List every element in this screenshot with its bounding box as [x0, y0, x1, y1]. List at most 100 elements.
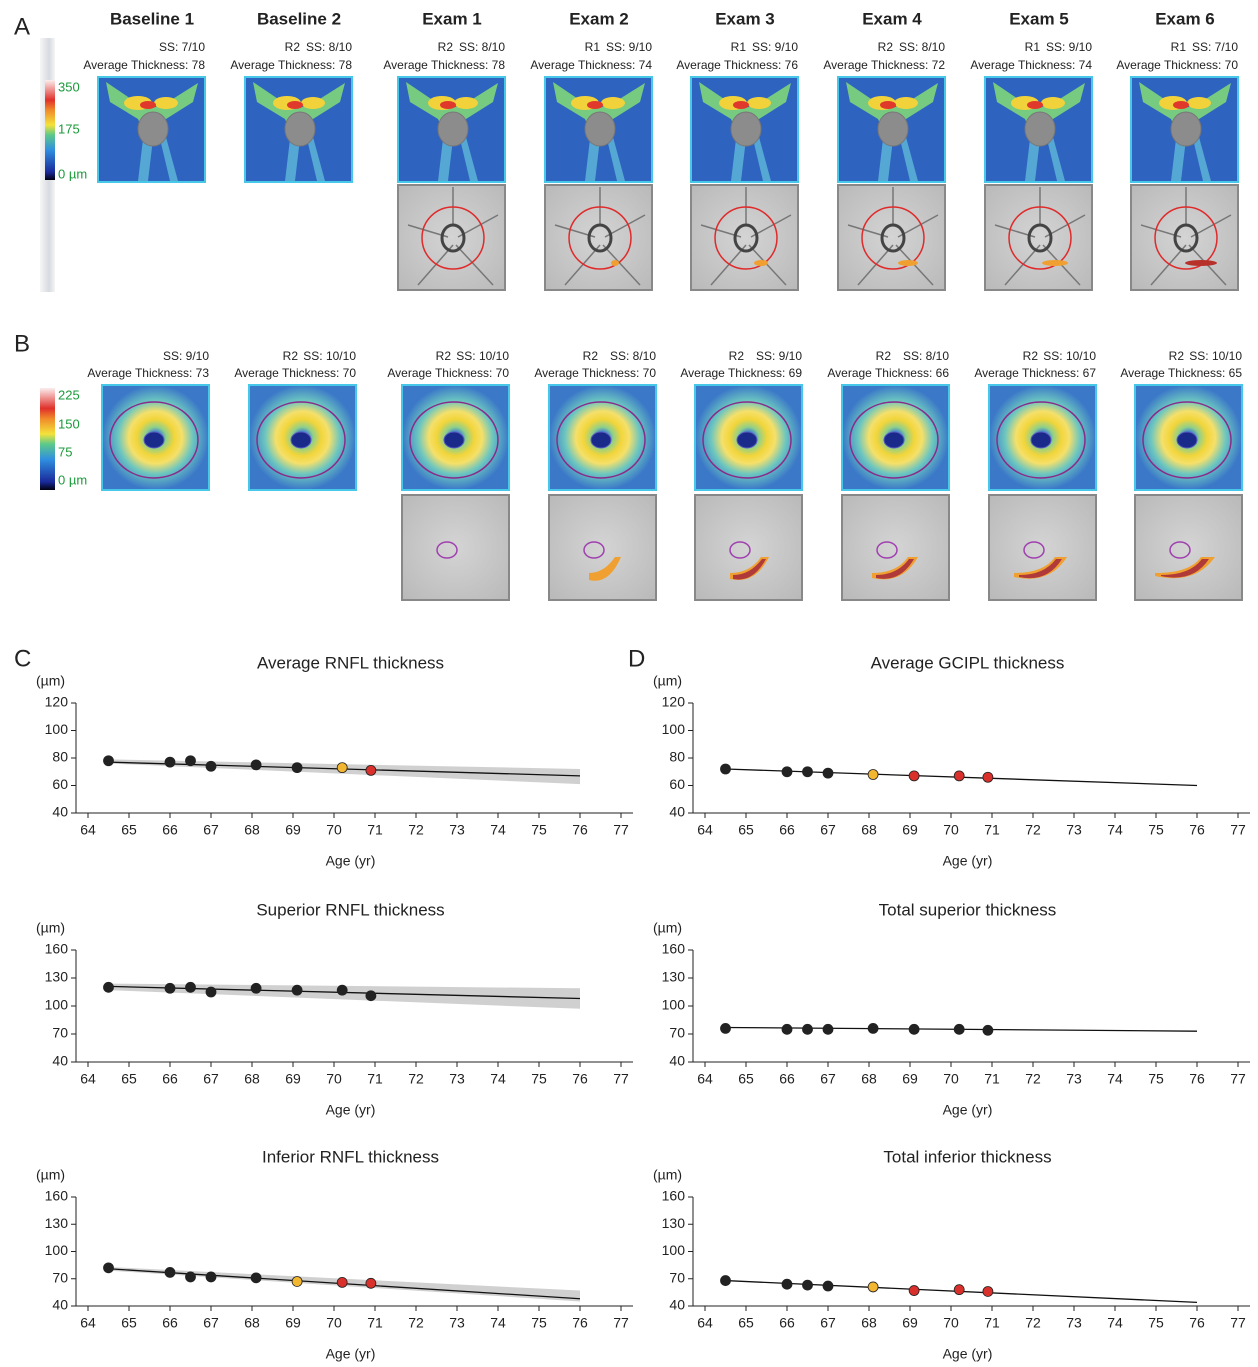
scale-label: 0 µm	[58, 166, 87, 181]
average-thickness: Average Thickness: 76	[676, 58, 798, 72]
map-red	[733, 101, 749, 109]
progression	[1042, 260, 1068, 266]
data-point	[337, 985, 347, 995]
fundus-photo	[549, 495, 656, 600]
y-tick-label: 100	[662, 721, 686, 737]
map-red	[880, 101, 896, 109]
x-tick-label: 64	[697, 1071, 713, 1087]
optic-disc	[1025, 112, 1055, 146]
x-tick-label: 64	[80, 1315, 96, 1331]
map-hot	[747, 97, 771, 109]
panel-label: A	[14, 13, 30, 40]
x-tick-label: 75	[531, 1315, 547, 1331]
y-tick-label: 130	[45, 969, 69, 985]
signal-strength: SS: 9/10	[606, 40, 652, 54]
rnfl-map	[545, 77, 652, 182]
x-tick-label: 71	[367, 1071, 383, 1087]
column-header: Exam 1	[422, 9, 482, 28]
x-tick-label: 69	[902, 822, 918, 838]
data-point	[251, 983, 261, 993]
optic-disc	[285, 112, 315, 146]
y-tick-label: 120	[45, 694, 69, 710]
rnfl-map	[98, 77, 205, 182]
y-tick-label: 60	[669, 776, 685, 792]
x-axis-label: Age (yr)	[943, 1346, 993, 1362]
x-tick-label: 74	[1107, 1071, 1123, 1087]
data-point	[337, 763, 347, 773]
x-tick-label: 70	[943, 822, 959, 838]
y-tick-label: 70	[669, 1025, 685, 1041]
panel-label: B	[14, 330, 30, 357]
registration: R2	[878, 40, 894, 54]
x-tick-label: 71	[367, 822, 383, 838]
figure: ABCD3501750 µm225150750 µmBaseline 1SS: …	[0, 0, 1258, 1367]
fundus-bg	[1131, 185, 1238, 290]
x-tick-label: 75	[1148, 822, 1164, 838]
x-tick-label: 65	[738, 1315, 754, 1331]
data-point	[983, 1286, 993, 1296]
rnfl-map	[691, 77, 798, 182]
x-tick-label: 68	[861, 1071, 877, 1087]
x-tick-label: 68	[244, 1315, 260, 1331]
y-tick-label: 100	[45, 1242, 69, 1258]
optic-disc	[731, 112, 761, 146]
progression	[898, 260, 918, 266]
fundus-bg	[402, 495, 509, 600]
x-tick-label: 76	[1189, 1315, 1205, 1331]
data-point	[186, 756, 196, 766]
data-point	[366, 1278, 376, 1288]
y-tick-label: 160	[45, 1188, 69, 1204]
progression	[754, 260, 768, 266]
data-point	[721, 764, 731, 774]
fovea	[737, 432, 757, 448]
column-header: Exam 4	[862, 9, 922, 28]
average-thickness: Average Thickness: 73	[87, 366, 209, 380]
x-tick-label: 75	[531, 822, 547, 838]
data-point	[251, 760, 261, 770]
fovea	[884, 432, 904, 448]
data-point	[206, 987, 216, 997]
x-tick-label: 66	[779, 1071, 795, 1087]
y-axis-label: (µm)	[653, 920, 682, 936]
y-tick-label: 100	[662, 997, 686, 1013]
average-thickness: Average Thickness: 70	[1116, 58, 1238, 72]
x-axis-label: Age (yr)	[326, 1102, 376, 1118]
y-axis-label: (µm)	[653, 673, 682, 689]
average-thickness: Average Thickness: 70	[234, 366, 356, 380]
y-tick-label: 160	[45, 941, 69, 957]
y-tick-label: 160	[662, 1188, 686, 1204]
x-tick-label: 74	[490, 822, 506, 838]
column-header: Exam 2	[569, 9, 629, 28]
fundus-photo	[691, 185, 798, 290]
map-red	[1027, 101, 1043, 109]
x-tick-label: 77	[613, 822, 629, 838]
x-tick-label: 66	[779, 822, 795, 838]
x-tick-label: 71	[984, 822, 1000, 838]
gcipl-map	[549, 385, 656, 490]
signal-strength: SS: 10/10	[1043, 349, 1096, 363]
x-tick-label: 76	[1189, 1071, 1205, 1087]
y-tick-label: 80	[669, 749, 685, 765]
map-hot	[1041, 97, 1065, 109]
data-point	[823, 1281, 833, 1291]
gcipl-map	[842, 385, 949, 490]
x-tick-label: 68	[861, 822, 877, 838]
map-red	[140, 101, 156, 109]
x-tick-label: 73	[1066, 1315, 1082, 1331]
fundus-photo	[695, 495, 802, 600]
fovea	[144, 432, 164, 448]
map-red	[587, 101, 603, 109]
x-tick-label: 76	[572, 822, 588, 838]
map-hot	[601, 97, 625, 109]
registration: R1	[731, 40, 747, 54]
data-point	[782, 1024, 792, 1034]
rnfl-map	[985, 77, 1092, 182]
x-tick-label: 73	[449, 822, 465, 838]
fundus-photo	[402, 495, 509, 600]
registration: R2	[876, 349, 892, 363]
x-tick-label: 64	[80, 1071, 96, 1087]
data-point	[206, 761, 216, 771]
signal-strength: SS: 8/10	[899, 40, 945, 54]
x-tick-label: 77	[613, 1315, 629, 1331]
x-tick-label: 68	[244, 822, 260, 838]
